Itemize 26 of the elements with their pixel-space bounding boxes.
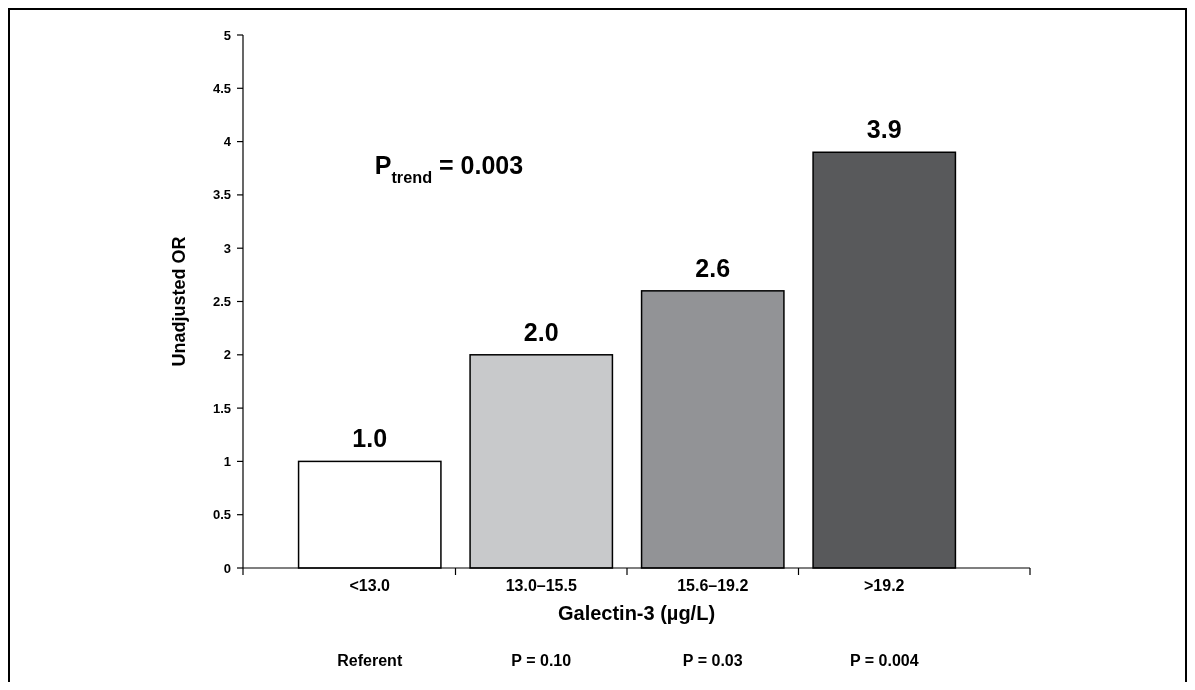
- y-tick-label: 0.5: [212, 507, 231, 523]
- y-tick-label: 1.5: [212, 400, 231, 416]
- y-tick-label: 2.5: [212, 294, 231, 310]
- x-axis-title: Galectin-3 (µg/L): [557, 602, 716, 624]
- x-tick-label: >19.2: [864, 577, 905, 594]
- text: P = 0.03: [682, 652, 743, 669]
- y-tick-label: 3: [223, 240, 231, 256]
- y-tick-label: 3.5: [212, 187, 231, 203]
- y-tick-label: 0: [223, 560, 231, 576]
- text: P = 0.004: [849, 652, 919, 669]
- text: P = 0.10: [511, 652, 572, 669]
- y-tick-label: 4: [223, 134, 232, 150]
- annotation: P$_{trend}$ = 0.003: [374, 150, 524, 186]
- data-label: 3.9: [866, 115, 902, 144]
- y-tick-label: 1: [223, 453, 231, 469]
- y-axis-title: Unadjusted OR: [169, 236, 189, 367]
- data-label: 2.6: [695, 253, 731, 282]
- x-tick-label: 15.6–19.2: [677, 577, 749, 594]
- data-label: 1.0: [352, 424, 388, 453]
- y-tick-label: 2: [223, 347, 231, 363]
- y-tick-label: 4.5: [212, 80, 231, 96]
- y-tick-label: 5: [223, 27, 231, 43]
- data-label: 2.0: [523, 317, 559, 346]
- x-tick-label: <13.0: [349, 577, 391, 594]
- text: Referent: [337, 652, 403, 669]
- x-tick-label: 13.0–15.5: [505, 577, 577, 594]
